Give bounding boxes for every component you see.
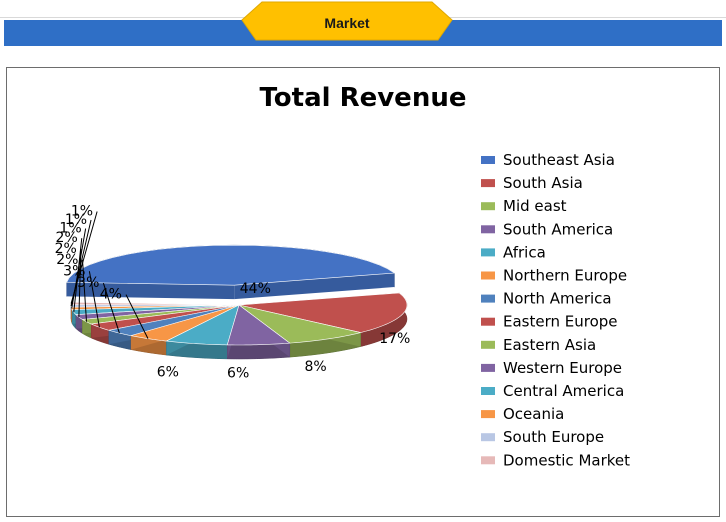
data-label-11: 1% [59, 220, 81, 236]
legend-swatch-8 [481, 340, 495, 349]
legend-label-4: Africa [503, 243, 546, 261]
pie-slice-southeast-asia [66, 244, 396, 300]
data-label-1: 17% [379, 331, 410, 347]
data-label-12: 1% [65, 212, 87, 228]
data-label-3: 6% [227, 365, 249, 381]
data-label-6: 3% [77, 275, 99, 291]
legend-label-1: South Asia [503, 174, 583, 192]
legend-label-6: North America [503, 290, 612, 308]
legend-label-8: Eastern Asia [503, 336, 596, 354]
legend-swatch-10 [481, 387, 495, 395]
legend-label-11: Oceania [503, 405, 564, 423]
legend-swatch-4 [481, 248, 495, 257]
pie-chart: Total Revenue44%17%8%6%6%4%3%3%2%2%2%1%1… [55, 83, 630, 469]
leader-line-6 [102, 282, 120, 334]
data-label-8: 2% [56, 252, 78, 268]
data-label-4: 6% [157, 364, 179, 380]
legend-swatch-11 [481, 410, 495, 419]
legend-swatch-6 [481, 294, 495, 303]
data-label-0: 44% [240, 281, 271, 297]
legend-swatch-12 [481, 433, 495, 442]
legend-swatch-2 [481, 202, 495, 211]
tab-shape [241, 1, 453, 41]
leader-line-5 [125, 294, 149, 339]
legend-swatch-1 [481, 179, 495, 188]
tab-market-label: Market [324, 15, 370, 31]
legend-label-3: South America [503, 220, 613, 238]
legend-label-12: South Europe [503, 428, 604, 446]
data-label-13: 1% [71, 203, 93, 219]
leader-line-13 [70, 211, 98, 304]
leader-line-7 [88, 271, 100, 328]
legend-swatch-0 [481, 156, 495, 164]
legend-swatch-13 [481, 456, 495, 465]
chart-frame: Total Revenue 44% 17% 8% 6% 6% 4% 3% 3% 2% 2% 2% 1% 1… [6, 67, 720, 517]
legend-label-9: Western Europe [503, 359, 622, 377]
legend-swatch-5 [481, 271, 495, 280]
legend-label-5: Northern Europe [503, 267, 627, 285]
legend-label-13: Domestic Market [503, 451, 630, 469]
leader-line-8 [81, 259, 87, 322]
data-label-10: 2% [56, 230, 78, 246]
tab-market[interactable]: Market [240, 0, 454, 42]
legend-swatch-9 [481, 363, 495, 372]
pie-slice-south-america [226, 304, 291, 360]
data-label-5: 4% [100, 287, 122, 303]
legend-swatch-3 [481, 225, 495, 234]
data-label-9: 2% [55, 241, 77, 257]
legend-swatch-7 [481, 317, 495, 326]
data-label-2: 8% [304, 359, 326, 375]
legend-label-0: Southeast Asia [503, 151, 615, 169]
chart-title: Total Revenue [260, 83, 467, 113]
legend-label-7: Eastern Europe [503, 313, 618, 331]
legend-label-10: Central America [503, 382, 624, 400]
legend-label-2: Mid east [503, 197, 567, 215]
